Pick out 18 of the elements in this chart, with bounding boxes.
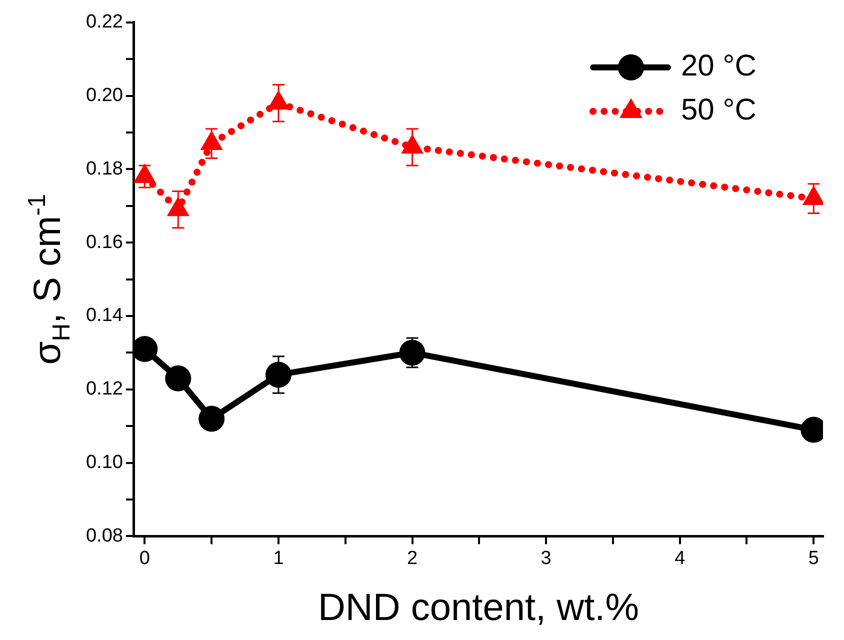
- y-tick-label: 0.18: [86, 158, 123, 180]
- x-tick-label: 3: [540, 548, 552, 569]
- y-axis-title: σH, S cm-1: [24, 194, 76, 365]
- y-tick-label: 0.16: [86, 232, 123, 253]
- y-tick-label: 0.12: [86, 378, 123, 400]
- y-tick-label: 0.10: [86, 452, 123, 474]
- x-tick-label: 4: [674, 548, 686, 569]
- y-tick-label: 0.14: [86, 305, 124, 326]
- x-axis-title: DND content, wt.%: [318, 587, 639, 629]
- x-tick-label: 2: [406, 548, 418, 569]
- x-tick-label: 5: [808, 548, 819, 569]
- y-tick-label: 0.20: [86, 85, 123, 106]
- y-tick-label: 0.08: [86, 525, 123, 546]
- y-tick-label: 0.22: [86, 12, 123, 33]
- legend-label: 20 °C: [681, 50, 756, 83]
- legend-label: 50 °C: [681, 94, 756, 127]
- x-tick-label: 1: [273, 548, 284, 569]
- x-tick-label: 0: [139, 548, 150, 569]
